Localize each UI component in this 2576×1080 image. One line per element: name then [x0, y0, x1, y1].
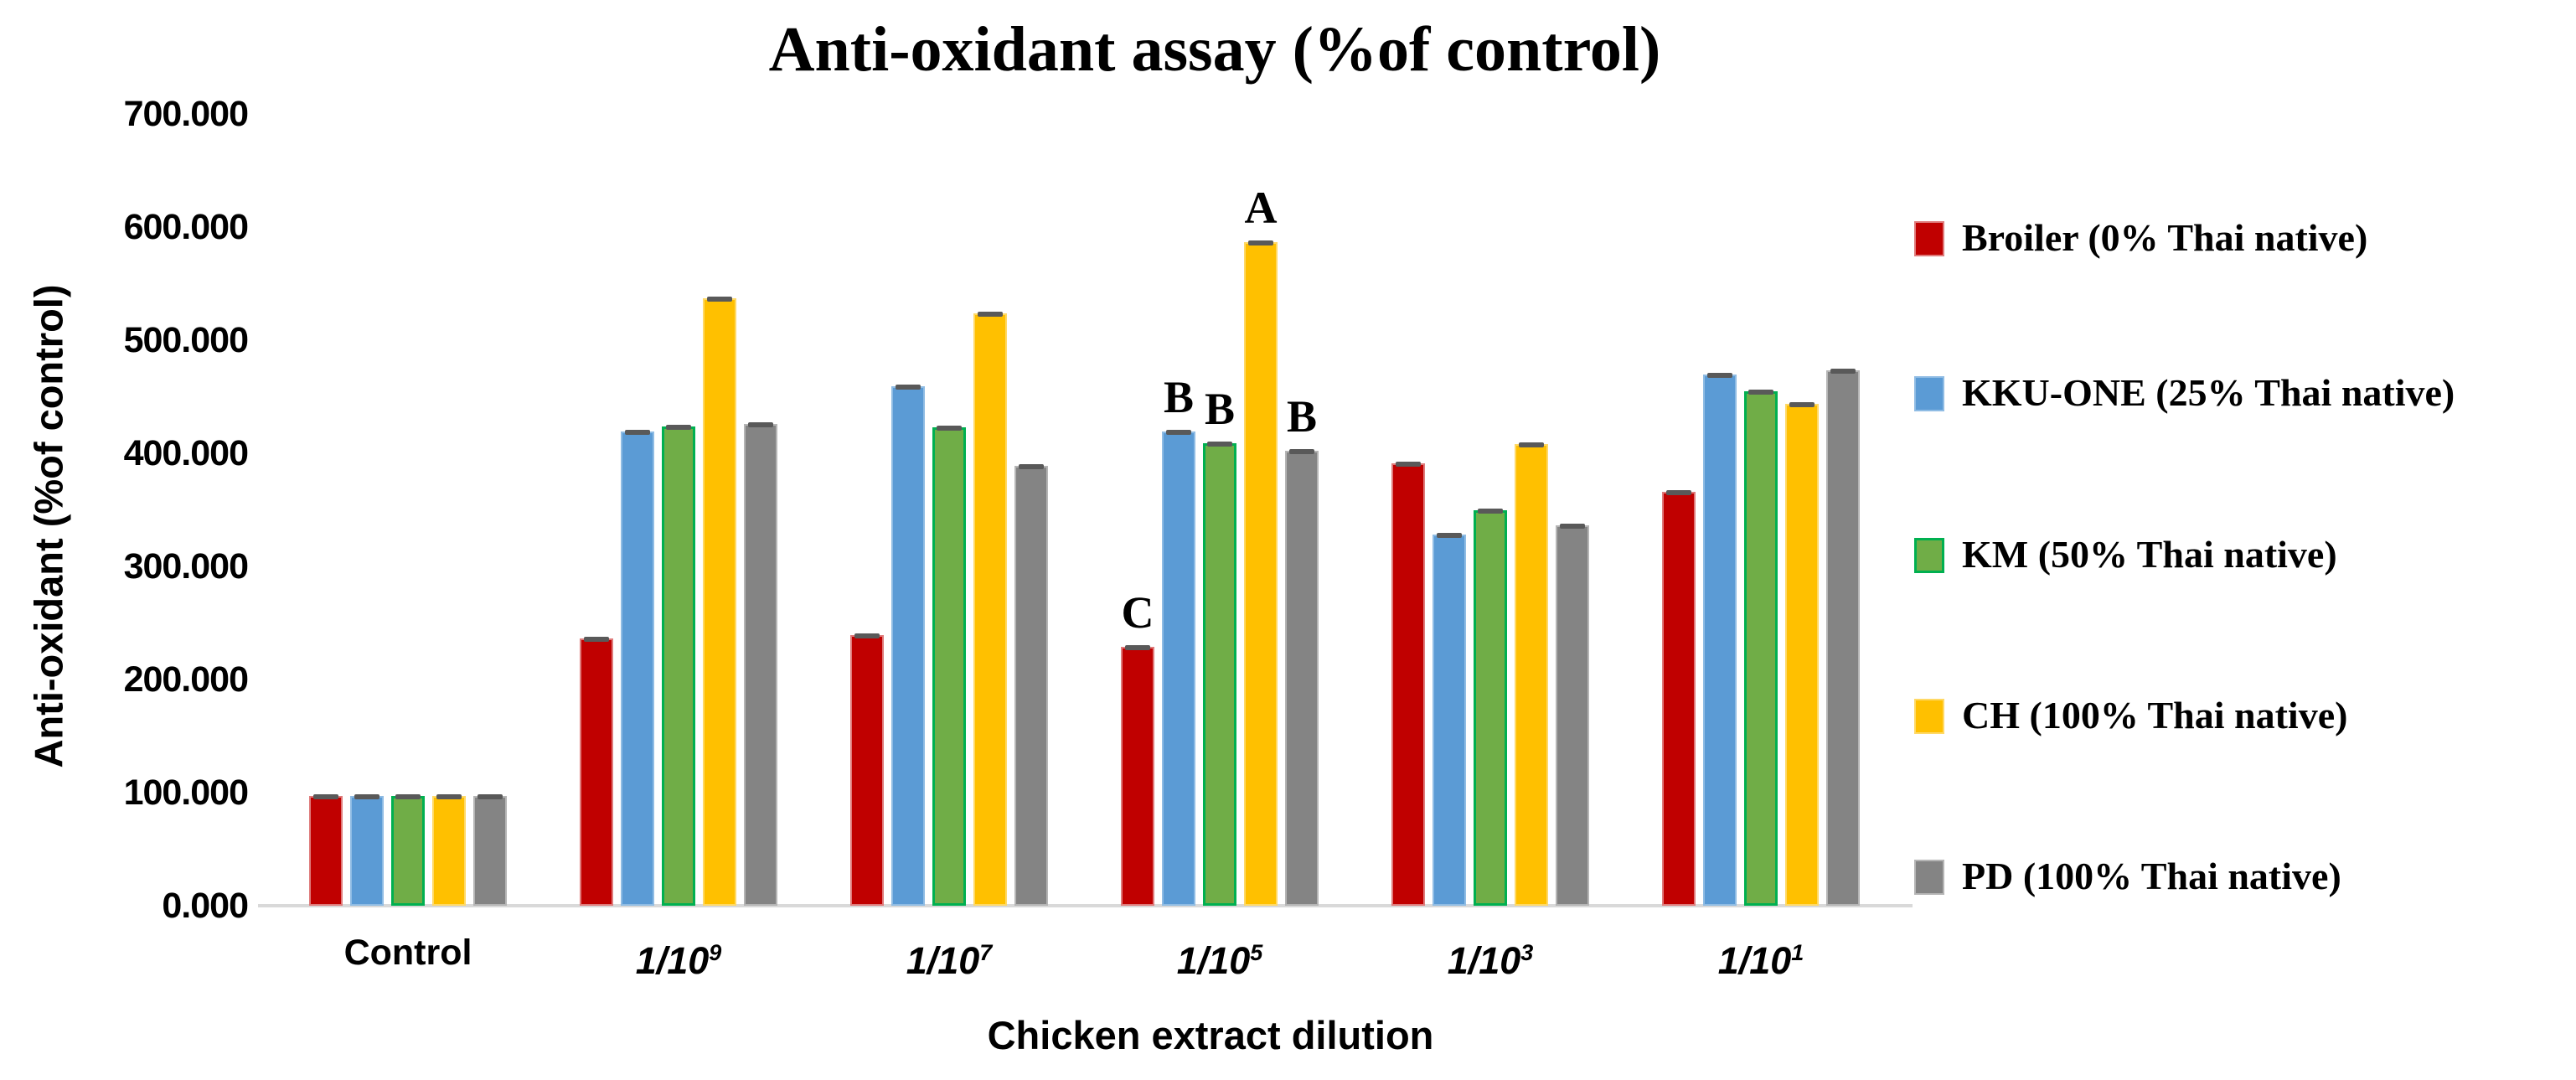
bar-s4-c1 [744, 423, 777, 906]
error-bar-cap [978, 311, 1003, 317]
error-bar-cap [436, 794, 462, 800]
x-axis-line [258, 904, 1913, 907]
legend-swatch [1914, 699, 1944, 734]
error-bar-cap [354, 794, 379, 800]
x-axis-tick-label: 1/109 [635, 939, 722, 982]
bar-s1-c0 [350, 796, 384, 906]
y-axis-tick-label: 400.000 [123, 433, 249, 473]
bar-s4-c4 [1556, 525, 1589, 906]
legend-swatch [1914, 860, 1944, 895]
y-axis-tick-label: 300.000 [123, 546, 249, 587]
bar-s0-c3 [1121, 646, 1154, 906]
legend-swatch [1914, 538, 1944, 573]
error-bar-cap [666, 424, 691, 430]
bar-s2-c4 [1474, 509, 1507, 906]
bar-s4-c3 [1285, 451, 1319, 906]
error-bar-cap [1207, 441, 1232, 447]
chart-title: Anti-oxidant assay (%of control) [768, 14, 1661, 85]
y-axis-tick-label: 600.000 [123, 207, 249, 247]
error-bar-cap [748, 421, 773, 427]
bar-s0-c0 [309, 796, 343, 906]
error-bar-cap [1248, 240, 1273, 245]
bar-s0-c1 [580, 638, 613, 906]
bar-s0-c5 [1662, 491, 1696, 906]
y-axis-tick-label: 100.000 [123, 773, 249, 813]
legend-swatch [1914, 221, 1944, 256]
legend-item-label: Broiler (0% Thai native) [1962, 216, 2368, 259]
bar-s3-c4 [1515, 444, 1548, 906]
error-bar-cap [1830, 369, 1856, 375]
bar-s2-c0 [391, 796, 425, 906]
error-bar-cap [854, 633, 880, 639]
x-axis-tick-label: Control [343, 933, 472, 973]
error-bar-cap [1707, 372, 1732, 378]
legend-item-label: CH (100% Thai native) [1962, 694, 2348, 736]
error-bar-cap [1019, 463, 1044, 469]
error-bar-cap [478, 794, 503, 800]
bar-s0-c4 [1391, 463, 1425, 906]
bar-s1-c5 [1703, 374, 1737, 906]
bar-s2-c1 [662, 426, 695, 906]
bar-s4-c5 [1826, 370, 1860, 906]
error-bar-cap [1166, 430, 1191, 436]
x-axis-title: Chicken extract dilution [987, 1013, 1434, 1057]
y-axis-tick-label: 0.000 [162, 886, 249, 926]
bar-s1-c1 [621, 431, 654, 906]
bar-s3-c0 [432, 796, 466, 906]
error-bar-cap [1437, 533, 1462, 539]
significance-letter: A [1244, 182, 1278, 233]
legend-item-label: PD (100% Thai native) [1962, 855, 2341, 897]
significance-letter: C [1121, 587, 1154, 638]
bar-s1-c4 [1433, 535, 1466, 906]
x-axis-tick-label: 1/101 [1717, 939, 1804, 982]
x-axis-tick-label: 1/107 [906, 939, 993, 982]
bar-s0-c2 [850, 635, 884, 906]
significance-letter: B [1204, 383, 1236, 434]
bar-s3-c2 [973, 313, 1007, 906]
error-bar-cap [896, 385, 921, 390]
bar-s4-c0 [473, 796, 507, 906]
error-bar-cap [584, 637, 609, 643]
error-bar-cap [1289, 449, 1314, 455]
error-bar-cap [1125, 644, 1150, 650]
bar-s2-c2 [932, 426, 966, 906]
bar-s1-c2 [891, 386, 925, 906]
error-bar-cap [1396, 462, 1421, 468]
bar-s3-c3 [1244, 241, 1278, 906]
error-bar-cap [1519, 442, 1544, 448]
bar-s2-c5 [1744, 390, 1778, 906]
error-bar-cap [1666, 489, 1691, 495]
error-bar-cap [313, 794, 338, 800]
significance-letter: B [1163, 372, 1195, 423]
legend-item-label: KKU-ONE (25% Thai native) [1962, 371, 2455, 414]
bar-s3-c1 [703, 298, 736, 906]
bar-s3-c5 [1785, 403, 1819, 906]
error-bar-cap [707, 297, 732, 302]
bar-s4-c2 [1014, 465, 1048, 906]
error-bar-cap [1789, 401, 1815, 407]
legend-item-label: KM (50% Thai native) [1962, 533, 2337, 576]
error-bar-cap [1478, 508, 1503, 514]
y-axis-tick-label: 500.000 [123, 320, 249, 360]
significance-letter: B [1286, 391, 1318, 442]
error-bar-cap [395, 794, 421, 800]
bar-s1-c3 [1162, 431, 1195, 906]
y-axis-tick-label: 700.000 [123, 94, 249, 134]
x-axis-tick-label: 1/103 [1447, 939, 1534, 982]
error-bar-cap [1560, 524, 1585, 530]
error-bar-cap [937, 425, 962, 431]
bar-s2-c3 [1203, 442, 1236, 906]
legend-swatch [1914, 376, 1944, 411]
error-bar-cap [1748, 389, 1773, 395]
x-axis-tick-label: 1/105 [1176, 939, 1263, 982]
y-axis-tick-label: 200.000 [123, 659, 249, 700]
error-bar-cap [625, 430, 650, 436]
